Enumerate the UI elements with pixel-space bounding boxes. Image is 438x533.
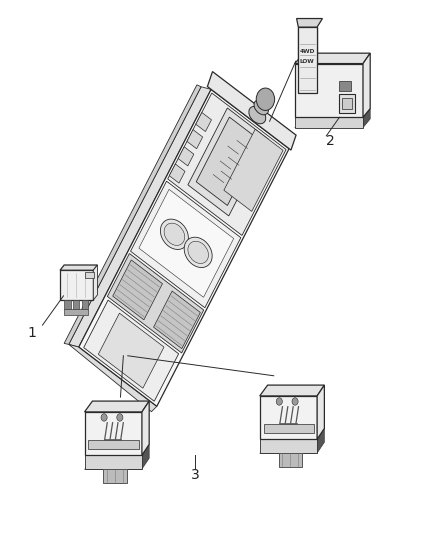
Ellipse shape [184, 237, 212, 268]
Text: 2: 2 [326, 134, 335, 148]
Ellipse shape [164, 223, 185, 245]
Polygon shape [85, 455, 142, 469]
Polygon shape [85, 412, 142, 455]
Polygon shape [295, 117, 363, 128]
Text: LOW: LOW [300, 59, 315, 64]
Ellipse shape [188, 241, 208, 263]
Polygon shape [85, 401, 149, 412]
Polygon shape [60, 270, 93, 300]
Polygon shape [298, 27, 317, 93]
Polygon shape [264, 424, 314, 433]
Polygon shape [339, 94, 355, 113]
Text: 4WD: 4WD [300, 49, 315, 54]
Bar [339, 80, 351, 92]
Circle shape [101, 414, 107, 421]
Bar [64, 300, 71, 309]
Polygon shape [178, 147, 194, 166]
Polygon shape [187, 130, 203, 149]
Polygon shape [196, 112, 212, 132]
Text: 3: 3 [191, 469, 199, 482]
Polygon shape [298, 27, 317, 63]
Polygon shape [88, 440, 139, 449]
Circle shape [276, 398, 283, 405]
Polygon shape [69, 87, 211, 347]
Polygon shape [84, 300, 179, 401]
Polygon shape [168, 93, 286, 236]
Polygon shape [297, 19, 322, 27]
Polygon shape [69, 344, 157, 411]
Ellipse shape [160, 219, 188, 249]
Polygon shape [64, 309, 88, 315]
Circle shape [292, 398, 298, 405]
Polygon shape [295, 53, 370, 63]
Polygon shape [317, 385, 325, 439]
Polygon shape [139, 189, 234, 297]
Polygon shape [64, 85, 201, 344]
Polygon shape [260, 429, 325, 453]
Ellipse shape [254, 100, 268, 115]
Polygon shape [98, 313, 164, 388]
Polygon shape [260, 385, 325, 396]
Polygon shape [85, 445, 149, 469]
Polygon shape [107, 254, 204, 353]
Text: 1: 1 [27, 326, 36, 340]
Polygon shape [342, 98, 352, 109]
Polygon shape [85, 272, 94, 278]
Circle shape [117, 414, 123, 421]
Polygon shape [188, 108, 268, 216]
Polygon shape [60, 265, 97, 270]
Polygon shape [131, 181, 241, 308]
Polygon shape [79, 90, 289, 406]
Polygon shape [260, 396, 317, 439]
Polygon shape [224, 129, 283, 212]
Bar [82, 300, 88, 309]
Polygon shape [170, 164, 185, 183]
Polygon shape [196, 117, 261, 205]
Polygon shape [295, 109, 370, 128]
Polygon shape [295, 63, 363, 117]
Polygon shape [154, 291, 200, 349]
Polygon shape [208, 71, 296, 150]
Polygon shape [142, 401, 149, 455]
Polygon shape [103, 469, 127, 483]
Bar [73, 300, 79, 309]
Polygon shape [279, 453, 302, 467]
Polygon shape [93, 265, 97, 300]
Polygon shape [363, 53, 370, 117]
Ellipse shape [249, 107, 266, 124]
Polygon shape [260, 439, 317, 453]
Circle shape [256, 88, 275, 110]
Polygon shape [113, 260, 162, 320]
